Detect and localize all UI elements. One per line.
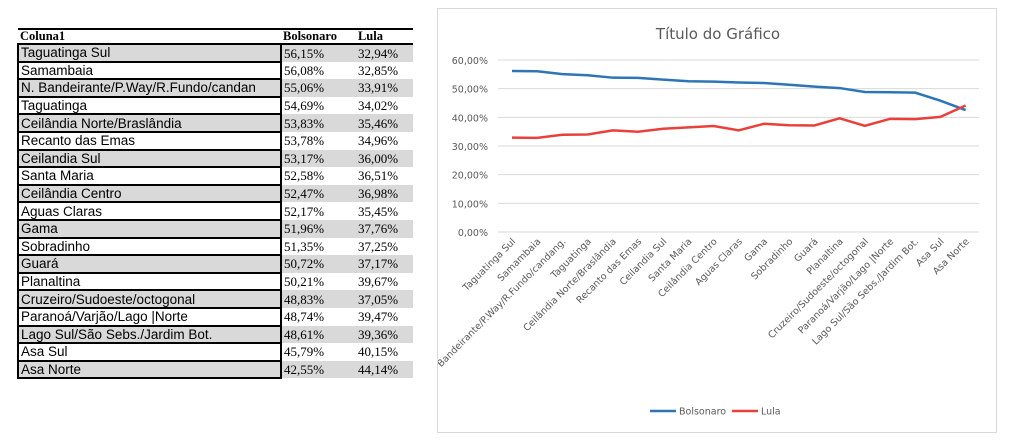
table-row: N. Bandeirante/P.Way/R.Fundo/candan 55,06… [17,78,413,98]
table-header-row: Coluna1 Bolsonaro Lula [18,29,413,45]
legend-label: Bolsonaro [679,407,726,418]
legend-label: Lula [761,407,781,418]
series-line-lula [511,104,967,140]
header-bolsonaro: Bolsonaro [281,29,356,45]
line-chart: Título do Gráfico 0,00% 10,00% 20,00% 30,00… [426,8,997,433]
bolsonaro-cell: 48,74% [280,307,356,326]
lula-cell: 37,17% [355,255,413,273]
region-cell: Ceilândia Norte/Braslândia [17,113,282,133]
region-cell: Asa Sul [17,342,282,362]
region-cell: Ceilândia Centro [17,183,282,204]
table-row: Ceilandia Sul 53,17% 36,00% [17,148,413,169]
lula-cell: 44,14% [355,360,413,379]
table-row: Lago Sul/São Sebs./Jardim Bot. 48,61% 39,3… [17,324,413,345]
region-cell: Guará [17,254,282,274]
bolsonaro-cell: 52,58% [280,167,356,185]
table-row: Cruzeiro/Sudoeste/octogonal 48,83% 37,05% [17,289,413,309]
region-cell: Cruzeiro/Sudoeste/octogonal [17,289,282,309]
series-line-bolsonaro [511,69,967,112]
lula-cell: 36,98% [355,184,413,203]
bolsonaro-cell: 54,69% [280,96,356,115]
lula-cell: 34,96% [357,133,399,149]
region-cell: Ceilandia Sul [17,148,282,169]
bolsonaro-cell: 52,47% [280,184,356,203]
y-tick-label: 10,00% [452,199,488,210]
lula-cell: 36,00% [355,149,413,168]
lula-cell: 37,76% [355,219,413,238]
lula-cell: 34,02% [357,98,399,114]
lula-cell: 37,05% [355,290,413,308]
y-tick-label: 30,00% [452,142,488,153]
bolsonaro-cell: 50,72% [280,255,356,273]
region-cell: Asa Norte [17,359,282,380]
bolsonaro-cell: 53,78% [280,131,356,150]
table-row: Planaltina 50,21% 39,67% [17,271,413,292]
region-cell: Santa Maria [17,166,282,186]
region-cell: Sobradinho [17,236,282,257]
table-row: Taguatinga Sul 56,15% 32,94% [17,43,413,63]
table-row: Ceilândia Norte/Braslândia 53,83% 35,46% [17,113,413,133]
bolsonaro-cell: 50,21% [280,272,356,291]
region-cell: Recanto das Emas [17,130,282,151]
lula-cell: 39,47% [357,309,399,325]
bolsonaro-cell: 53,17% [280,149,356,168]
bolsonaro-cell: 48,61% [280,325,356,344]
header-lula: Lula [355,29,413,45]
region-cell: Lago Sul/São Sebs./Jardim Bot. [17,324,282,345]
table-row: Asa Sul 45,79% 40,15% [17,342,413,362]
lula-cell: 36,51% [357,168,399,184]
lula-cell: 32,85% [357,62,399,78]
region-cell: Gama [17,218,282,239]
table-row: Aguas Claras 52,17% 35,45% [17,201,413,221]
y-tick-label: 50,00% [452,85,488,96]
region-cell: Taguatinga [17,95,282,116]
lula-cell: 39,67% [357,274,399,290]
bolsonaro-cell: 48,83% [280,290,356,308]
table-row: Sobradinho 51,35% 37,25% [17,236,413,257]
y-tick-label: 20,00% [452,171,488,182]
lula-cell: 32,94% [355,44,413,62]
bolsonaro-cell: 53,83% [280,114,356,132]
bolsonaro-cell: 45,79% [280,343,356,361]
bolsonaro-cell: 51,35% [280,237,356,256]
lula-cell: 33,91% [355,79,413,97]
table-row: Paranoá/Varjão/Lago |Norte 48,74% 39,47% [17,306,413,327]
lula-cell: 35,45% [357,203,399,219]
table-row: Guará 50,72% 37,17% [17,254,413,274]
bolsonaro-cell: 56,08% [280,61,356,80]
bolsonaro-cell: 55,06% [280,79,356,97]
region-cell: Planaltina [17,271,282,292]
chart-svg: Título do Gráfico 0,00% 10,00% 20,00% 30,00… [426,25,979,418]
y-tick-label: 40,00% [452,113,488,124]
region-cell: N. Bandeirante/P.Way/R.Fundo/candan [17,78,282,98]
lula-cell: 37,25% [357,238,399,254]
y-tick-label: 0,00% [458,228,488,239]
region-cell: Paranoá/Varjão/Lago |Norte [17,306,282,327]
table-row: Ceilândia Centro 52,47% 36,98% [17,183,413,204]
bolsonaro-cell: 42,55% [280,360,356,379]
table-row: Asa Norte 42,55% 44,14% [17,359,413,380]
lula-cell: 35,46% [355,114,413,132]
y-tick-label: 60,00% [452,56,488,67]
bolsonaro-cell: 52,17% [280,202,356,220]
bolsonaro-cell: 56,15% [280,44,356,62]
header-region: Coluna1 [18,29,281,45]
results-table: Coluna1 Bolsonaro Lula Taguatinga Sul 56,… [17,28,413,380]
region-cell: Samambaia [17,60,282,81]
table-row: Recanto das Emas 53,78% 34,96% [17,130,413,151]
table-row: Santa Maria 52,58% 36,51% [17,166,413,186]
table-row: Samambaia 56,08% 32,85% [17,60,413,81]
region-cell: Aguas Claras [17,201,282,221]
table-row: Taguatinga 54,69% 34,02% [17,95,413,116]
region-cell: Taguatinga Sul [17,43,282,63]
table-row: Gama 51,96% 37,76% [17,218,413,239]
lula-cell: 39,36% [355,325,413,344]
lula-cell: 40,15% [357,344,399,360]
chart-title: Título do Gráfico [655,25,780,43]
bolsonaro-cell: 51,96% [280,219,356,238]
